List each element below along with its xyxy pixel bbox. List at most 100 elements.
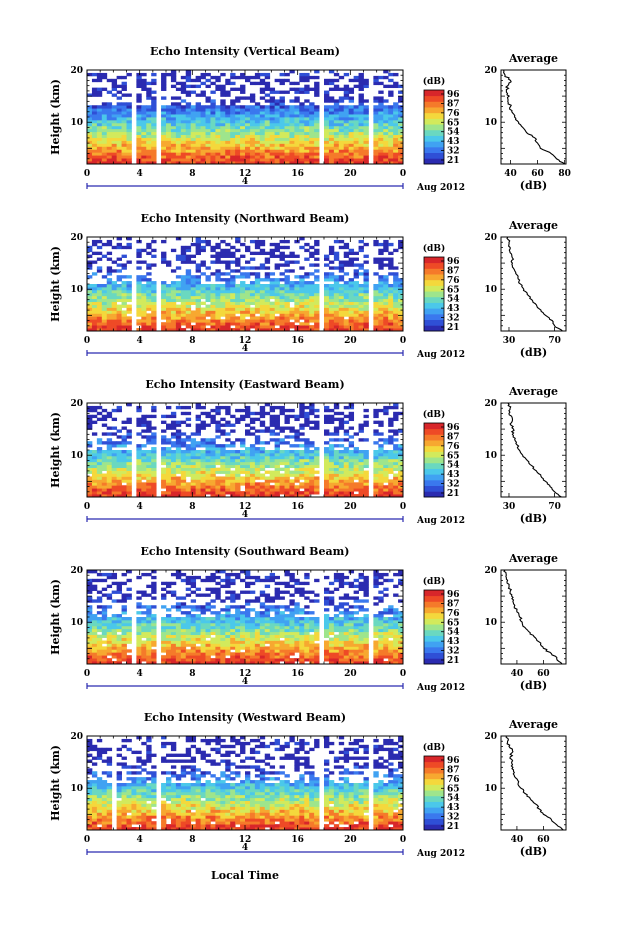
heatmap-cell — [254, 272, 261, 276]
heatmap-cell — [185, 254, 192, 258]
heatmap-cell — [195, 429, 201, 433]
heatmap-cell — [249, 470, 256, 474]
heatmap-cell — [358, 140, 364, 144]
heatmap-cell — [146, 122, 152, 127]
heatmap-cell — [121, 292, 127, 297]
heatmap-cell — [363, 158, 369, 162]
colorbar-swatch — [424, 262, 444, 269]
heatmap-cell — [185, 155, 192, 159]
heatmap-cell — [205, 470, 211, 474]
heatmap-cell — [170, 161, 177, 165]
heatmap-cell — [388, 266, 394, 270]
heatmap-cell — [284, 458, 290, 463]
heatmap-cell — [333, 239, 340, 244]
heatmap-cell — [141, 619, 147, 624]
heatmap-cell — [388, 482, 394, 486]
heatmap-cell — [259, 325, 266, 329]
heatmap-cell — [210, 470, 216, 474]
heatmap-cell — [220, 143, 226, 147]
heatmap-cell — [309, 111, 315, 115]
heatmap-cell — [304, 122, 310, 127]
heatmap-cell — [314, 307, 320, 311]
heatmap-cell — [383, 119, 389, 124]
heatmap-cell — [393, 158, 399, 162]
heatmap-cell — [353, 84, 359, 89]
heatmap-cell — [185, 464, 192, 469]
heatmap-cell — [225, 485, 231, 489]
heatmap-cell — [393, 328, 399, 332]
heatmap-cell — [378, 298, 384, 303]
heatmap-cell — [358, 75, 364, 80]
heatmap-cell — [363, 289, 369, 294]
heatmap-cell — [388, 155, 394, 159]
heatmap-cell — [324, 304, 330, 308]
heatmap-cell — [141, 134, 147, 138]
heatmap-cell — [249, 494, 256, 498]
heatmap-cell — [180, 99, 187, 103]
heatmap-cell — [91, 251, 98, 256]
heatmap-cell — [259, 143, 266, 147]
heatmap-cell — [106, 476, 113, 480]
heatmap-cell — [161, 117, 167, 121]
heatmap-cell — [249, 316, 256, 320]
heatmap-cell — [279, 152, 285, 156]
heatmap-cell — [328, 286, 335, 291]
heatmap-cell — [111, 452, 118, 457]
heatmap-cell — [91, 467, 98, 471]
heatmap-cell — [309, 411, 315, 416]
heatmap-cell — [363, 134, 369, 138]
heatmap-cell — [151, 441, 157, 445]
heatmap-cell — [279, 272, 285, 276]
heatmap-cell — [373, 494, 379, 498]
heatmap-cell — [106, 414, 113, 419]
heatmap-cell — [141, 322, 147, 326]
heatmap-cell — [151, 158, 157, 162]
heatmap-cell — [230, 87, 236, 91]
heatmap-cell — [333, 105, 340, 109]
heatmap-cell — [161, 435, 167, 439]
heatmap-cell — [161, 476, 167, 480]
heatmap-cell — [284, 137, 290, 141]
heatmap-cell — [111, 286, 118, 291]
heatmap-cell — [373, 310, 379, 314]
heatmap-cell — [116, 278, 122, 282]
heatmap-cell — [195, 325, 201, 329]
heatmap-cell — [254, 131, 261, 136]
heatmap-cell — [91, 617, 98, 621]
heatmap-cell — [279, 146, 285, 150]
heatmap-cell — [210, 461, 216, 466]
heatmap-cell — [289, 310, 295, 314]
heatmap-cell — [274, 444, 280, 448]
heatmap-cell — [195, 307, 201, 311]
heatmap-cell — [91, 134, 98, 138]
heatmap-cell — [91, 452, 98, 457]
heatmap-cell — [259, 242, 266, 247]
heatmap-cell — [170, 122, 177, 127]
heatmap-cell — [264, 313, 271, 317]
heatmap-cell — [363, 452, 369, 457]
heatmap-cell — [215, 479, 221, 483]
heatmap-cell — [146, 328, 152, 332]
heatmap-cell — [358, 119, 364, 124]
heatmap-cell — [225, 119, 231, 124]
heatmap-cell — [195, 266, 201, 270]
heatmap-cell — [205, 161, 211, 165]
heatmap-cell — [210, 482, 216, 486]
heatmap-cell — [146, 464, 152, 469]
heatmap-cell — [254, 301, 261, 305]
heatmap-cell — [185, 458, 192, 463]
heatmap-cell — [304, 452, 310, 457]
heatmap-cell — [383, 313, 389, 317]
heatmap-cell — [274, 140, 280, 144]
heatmap-cell — [106, 269, 113, 273]
heatmap-cell — [146, 488, 152, 492]
heatmap-cell — [348, 251, 355, 256]
heatmap-cell — [185, 281, 192, 285]
heatmap-cell — [279, 158, 285, 162]
average-frame — [500, 69, 567, 165]
heatmap-cell — [274, 158, 280, 162]
heatmap-cell — [235, 316, 241, 320]
heatmap-cell — [264, 93, 271, 97]
heatmap-cell — [373, 155, 379, 159]
heatmap-cell — [254, 117, 261, 121]
